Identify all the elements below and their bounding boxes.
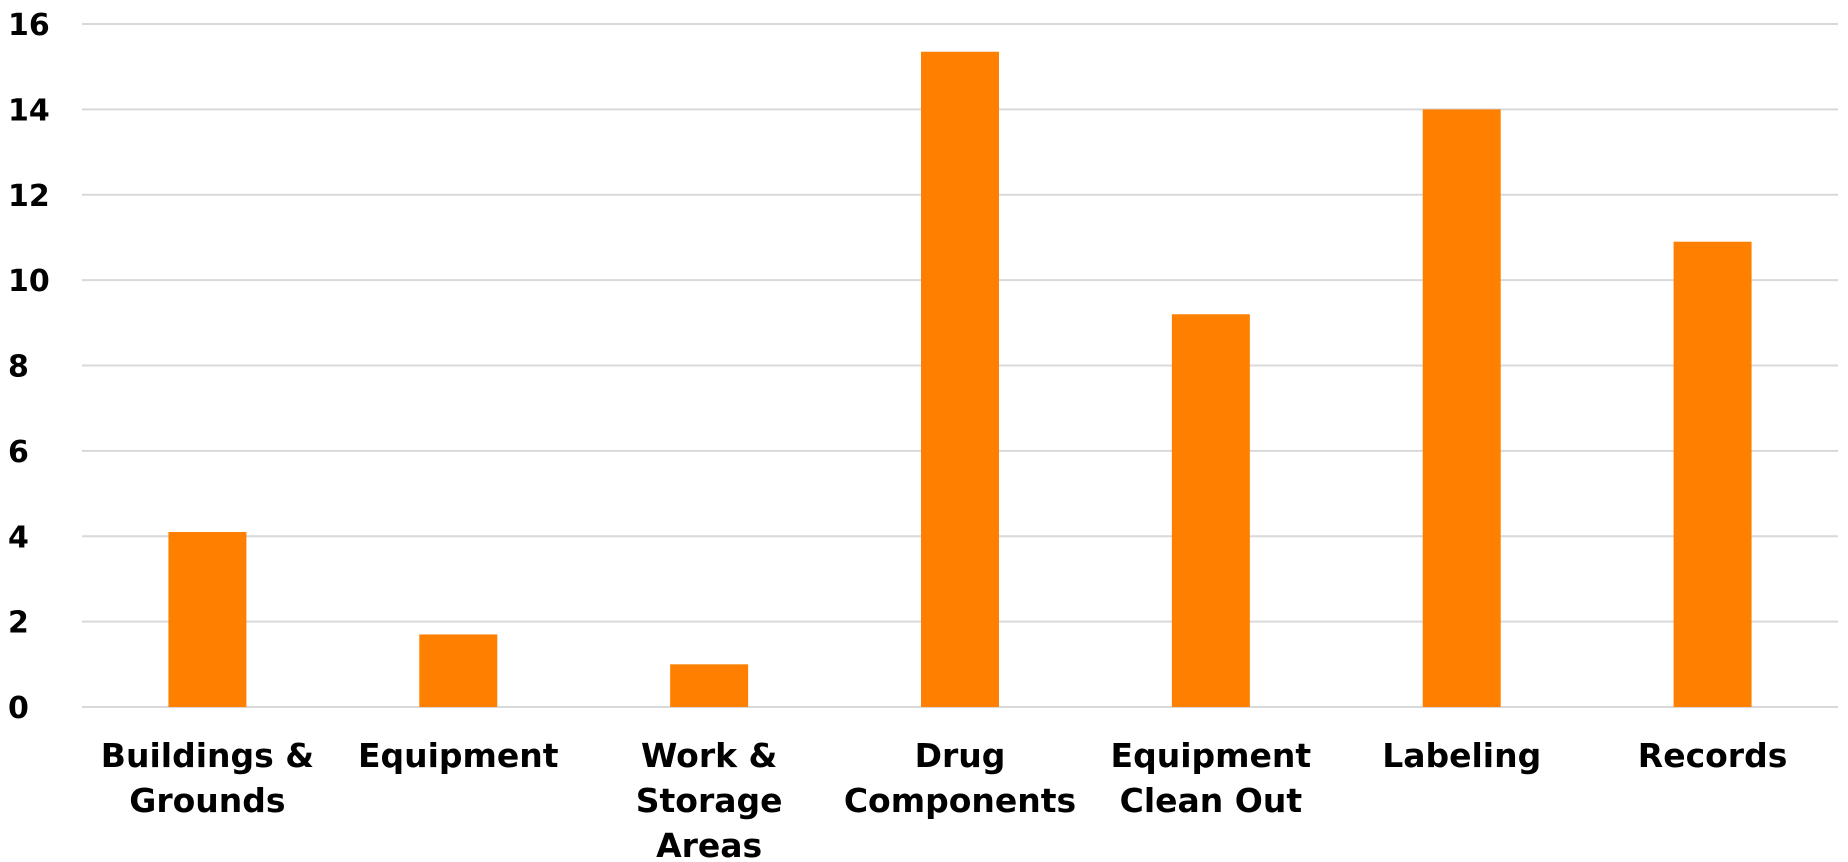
x-category-label-line: Areas <box>656 826 762 862</box>
x-category-label: Work & Storage Areas <box>636 736 783 862</box>
x-category-label-line: Work & <box>641 736 777 775</box>
x-category-label-line: Equipment <box>358 736 559 775</box>
x-category-label-line: Components <box>844 781 1076 820</box>
y-tick-label: 2 <box>8 606 29 641</box>
y-tick-label: 10 <box>8 264 50 299</box>
y-tick-label: 14 <box>8 93 50 128</box>
y-tick-label: 0 <box>8 691 29 726</box>
x-category-label-line: Drug <box>915 736 1006 775</box>
x-category-label: Records <box>1638 736 1788 775</box>
bar <box>168 531 247 707</box>
y-tick-label: 12 <box>8 179 50 214</box>
bar <box>1171 314 1250 707</box>
bar <box>1673 241 1752 708</box>
bar <box>670 664 749 707</box>
x-category-label: Equipment Clean Out <box>1111 736 1312 820</box>
bars <box>168 51 1752 708</box>
x-category-label: Buildings & Grounds <box>101 736 314 820</box>
x-category-label-line: Equipment <box>1111 736 1312 775</box>
x-category-label-line: Records <box>1638 736 1788 775</box>
x-category-label: Equipment <box>358 736 559 775</box>
bar <box>921 51 999 707</box>
bar <box>419 634 498 707</box>
x-axis-labels: Buildings & Grounds Equipment Work & Storage… <box>101 736 1788 862</box>
x-category-label-line: Storage <box>636 781 783 820</box>
y-tick-label: 4 <box>8 520 29 555</box>
x-category-label-line: Clean Out <box>1120 781 1303 820</box>
bar <box>1422 109 1501 707</box>
x-category-label-line: Grounds <box>129 781 285 820</box>
x-category-label: Labeling <box>1382 736 1541 775</box>
x-category-label-line: Labeling <box>1382 736 1541 775</box>
y-tick-label: 8 <box>8 350 29 385</box>
x-category-label-line: Buildings & <box>101 736 314 775</box>
x-category-label: Drug Components <box>844 736 1076 820</box>
y-tick-label: 6 <box>8 435 29 470</box>
y-tick-label: 16 <box>8 8 50 43</box>
y-axis-ticks: 0 2 4 6 8 10 12 14 16 <box>8 8 50 726</box>
